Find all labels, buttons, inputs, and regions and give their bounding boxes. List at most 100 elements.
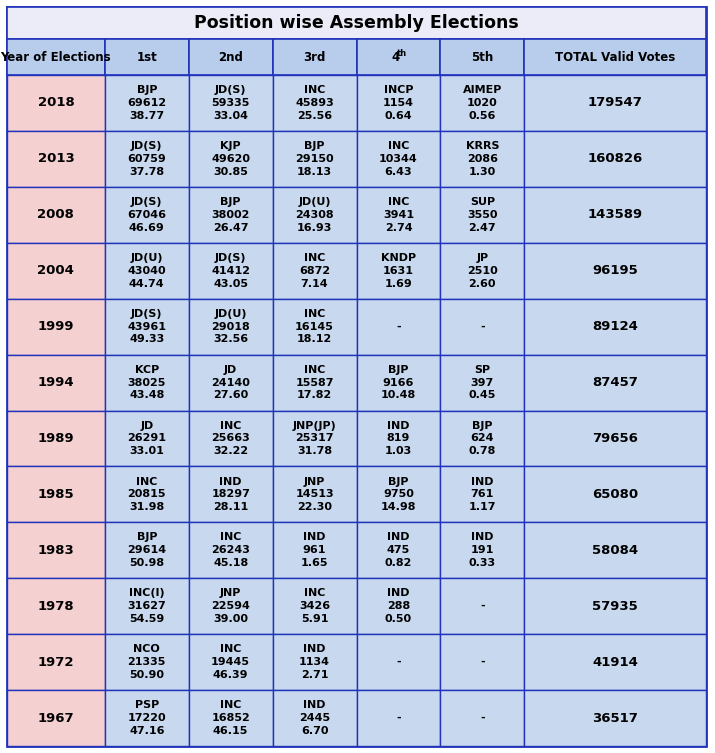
Text: TOTAL Valid Votes: TOTAL Valid Votes — [555, 50, 675, 63]
Text: 2018: 2018 — [38, 96, 74, 109]
Text: Position wise Assembly Elections: Position wise Assembly Elections — [194, 14, 519, 32]
Text: 1999: 1999 — [38, 320, 74, 333]
Text: th: th — [396, 48, 407, 57]
Bar — [105, 410, 189, 466]
Text: BJP
29614
50.98: BJP 29614 50.98 — [127, 532, 167, 568]
Text: IND
961
1.65: IND 961 1.65 — [301, 532, 328, 568]
Text: KRRS
2086
1.30: KRRS 2086 1.30 — [465, 141, 499, 177]
Text: KJP
49620
30.85: KJP 49620 30.85 — [211, 141, 250, 177]
Text: 143589: 143589 — [588, 209, 643, 221]
Text: NCO
21335
50.90: NCO 21335 50.90 — [127, 645, 166, 680]
Bar — [357, 523, 440, 578]
Bar — [7, 355, 105, 410]
Bar — [7, 187, 105, 242]
Bar — [524, 355, 706, 410]
Text: -: - — [396, 713, 400, 723]
Bar — [189, 187, 272, 242]
Text: 1994: 1994 — [38, 376, 74, 389]
Bar — [357, 39, 440, 75]
Bar — [440, 187, 524, 242]
Text: JD(U)
43040
44.74: JD(U) 43040 44.74 — [127, 253, 166, 288]
Bar — [440, 355, 524, 410]
Bar — [189, 634, 272, 690]
Text: BJP
9750
14.98: BJP 9750 14.98 — [380, 477, 416, 512]
Text: SUP
3550
2.47: SUP 3550 2.47 — [467, 197, 498, 233]
Bar — [524, 690, 706, 746]
Bar — [357, 410, 440, 466]
Text: IND
761
1.17: IND 761 1.17 — [468, 477, 496, 512]
Bar — [524, 634, 706, 690]
Text: 4: 4 — [391, 50, 400, 63]
Text: 89124: 89124 — [592, 320, 638, 333]
Bar — [189, 466, 272, 523]
Bar — [524, 523, 706, 578]
Text: 41914: 41914 — [592, 656, 638, 669]
Text: BJP
9166
10.48: BJP 9166 10.48 — [381, 364, 416, 401]
Text: INCP
1154
0.64: INCP 1154 0.64 — [383, 85, 414, 120]
Bar — [524, 39, 706, 75]
Text: JD(U)
29018
32.56: JD(U) 29018 32.56 — [212, 309, 250, 344]
Bar — [357, 690, 440, 746]
Bar — [524, 466, 706, 523]
Text: 87457: 87457 — [592, 376, 638, 389]
Text: JD
26291
33.01: JD 26291 33.01 — [127, 421, 167, 456]
Bar — [189, 410, 272, 466]
Text: JD
24140
27.60: JD 24140 27.60 — [211, 364, 250, 401]
Bar — [105, 242, 189, 299]
Bar — [105, 634, 189, 690]
Bar — [524, 242, 706, 299]
Text: 2008: 2008 — [37, 209, 74, 221]
Bar — [189, 131, 272, 187]
Text: JNP
14513
22.30: JNP 14513 22.30 — [295, 477, 334, 512]
Text: INC
15587
17.82: INC 15587 17.82 — [295, 364, 334, 401]
Bar — [524, 187, 706, 242]
Text: 1985: 1985 — [38, 488, 74, 501]
Text: BJP
69612
38.77: BJP 69612 38.77 — [127, 85, 167, 120]
Bar — [272, 187, 357, 242]
Text: 96195: 96195 — [592, 264, 638, 277]
Text: 36517: 36517 — [592, 712, 638, 724]
Bar — [7, 75, 105, 131]
Text: 65080: 65080 — [592, 488, 638, 501]
Text: 1978: 1978 — [38, 599, 74, 613]
Bar — [440, 242, 524, 299]
Bar — [440, 578, 524, 634]
Text: IND
18297
28.11: IND 18297 28.11 — [211, 477, 250, 512]
Text: INC
45893
25.56: INC 45893 25.56 — [295, 85, 334, 120]
Text: BJP
29150
18.13: BJP 29150 18.13 — [295, 141, 334, 177]
Bar — [440, 466, 524, 523]
Text: BJP
624
0.78: BJP 624 0.78 — [468, 421, 496, 456]
Text: JD(S)
41412
43.05: JD(S) 41412 43.05 — [211, 253, 250, 288]
Text: INC
10344
6.43: INC 10344 6.43 — [379, 141, 418, 177]
Bar — [440, 131, 524, 187]
Text: JD(U)
24308
16.93: JD(U) 24308 16.93 — [295, 197, 334, 233]
Bar — [189, 355, 272, 410]
Text: INC
6872
7.14: INC 6872 7.14 — [299, 253, 330, 288]
Bar — [440, 690, 524, 746]
Bar — [357, 299, 440, 355]
Text: JNP(JP)
25317
31.78: JNP(JP) 25317 31.78 — [292, 421, 337, 456]
Bar — [105, 523, 189, 578]
Text: 179547: 179547 — [588, 96, 643, 109]
Text: 58084: 58084 — [592, 544, 638, 556]
Text: INC
3941
2.74: INC 3941 2.74 — [383, 197, 414, 233]
Bar — [7, 523, 105, 578]
Bar — [272, 131, 357, 187]
Text: JD(S)
67046
46.69: JD(S) 67046 46.69 — [127, 197, 167, 233]
Bar — [357, 75, 440, 131]
Bar — [7, 242, 105, 299]
Text: 160826: 160826 — [588, 152, 643, 166]
Bar — [7, 131, 105, 187]
Bar — [524, 578, 706, 634]
Bar — [7, 690, 105, 746]
Bar — [7, 39, 105, 75]
Bar — [272, 242, 357, 299]
Bar — [189, 299, 272, 355]
Bar — [272, 410, 357, 466]
Text: 2013: 2013 — [38, 152, 74, 166]
Text: 1972: 1972 — [38, 656, 74, 669]
Text: -: - — [480, 601, 485, 611]
Bar — [272, 578, 357, 634]
Text: 5th: 5th — [471, 50, 493, 63]
Bar — [272, 39, 357, 75]
